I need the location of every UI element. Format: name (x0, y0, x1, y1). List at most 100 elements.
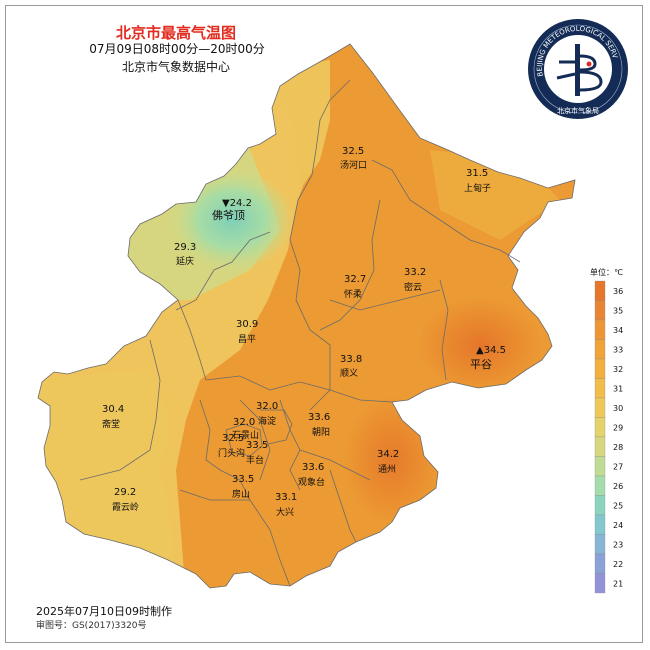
station-chaoyang: 33.6 朝阳 (308, 412, 330, 438)
legend-tick-label: 30 (613, 404, 623, 413)
time-range: 07月09日08时00分—20时00分 (89, 42, 265, 56)
legend-swatch (594, 300, 606, 321)
legend-tick-label: 32 (613, 365, 623, 374)
svg-text:延庆: 延庆 (176, 255, 194, 267)
svg-text:密云: 密云 (404, 281, 422, 293)
legend-unit: 单位：℃ (590, 267, 623, 277)
svg-text:▼24.2: ▼24.2 (222, 198, 252, 209)
legend-swatch (594, 280, 606, 301)
legend-tick-label: 25 (613, 501, 623, 510)
station-pinggu: ▲34.5 平谷 (470, 345, 506, 371)
legend-tick-label: 23 (613, 540, 623, 549)
legend-swatch (594, 378, 606, 399)
station-haidian: 32.0 海淀 (256, 401, 278, 427)
svg-text:大兴: 大兴 (276, 506, 294, 518)
made-time: 2025年07月10日09时制作 (36, 605, 172, 618)
legend-tick-label: 35 (613, 306, 623, 315)
station-huairou: 32.7 怀柔 (344, 274, 366, 300)
legend-tick-label: 24 (613, 521, 623, 530)
legend-tick-label: 21 (613, 579, 623, 588)
svg-text:32.0: 32.0 (233, 417, 255, 428)
station-foyeding: ▼24.2 佛爷顶 (212, 198, 252, 222)
station-changping: 30.9 昌平 (236, 319, 258, 345)
stations: 32.5 汤河口 31.5 上甸子 ▼24.2 佛爷顶 29.3 延庆 32.7… (102, 146, 506, 518)
temperature-legend: 单位：℃ 36 35 34 33 32 31 30 29 28 27 26 25 24 23 22 21 (590, 267, 623, 594)
legend-tick-label: 26 (613, 482, 623, 491)
svg-text:30.4: 30.4 (102, 404, 124, 415)
station-shangdianzi: 31.5 上甸子 (464, 168, 491, 194)
svg-text:朝阳: 朝阳 (312, 427, 330, 438)
legend-tick-label: 34 (613, 326, 623, 335)
svg-text:斋堂: 斋堂 (102, 418, 120, 430)
legend-tick-label: 22 (613, 560, 623, 569)
legend-swatch (594, 495, 606, 516)
svg-text:33.6: 33.6 (302, 462, 324, 473)
svg-text:33.2: 33.2 (404, 267, 426, 278)
svg-text:32.0: 32.0 (256, 401, 278, 412)
svg-text:34.2: 34.2 (377, 449, 399, 460)
station-shunyi: 33.8 顺义 (340, 354, 362, 379)
svg-text:33.5: 33.5 (246, 440, 268, 451)
legend-tick-label: 31 (613, 384, 623, 393)
station-mentougou: 32.5 门头沟 (218, 433, 245, 459)
legend-swatch (594, 514, 606, 535)
svg-text:33.6: 33.6 (308, 412, 330, 423)
svg-text:门头沟: 门头沟 (218, 447, 245, 459)
station-zhaitang: 30.4 斋堂 (102, 404, 124, 430)
legend-swatch (594, 475, 606, 496)
legend-swatch (594, 397, 606, 418)
station-fangshan: 33.5 房山 (232, 474, 254, 500)
svg-text:怀柔: 怀柔 (344, 288, 362, 300)
svg-text:上甸子: 上甸子 (464, 182, 491, 194)
legend-swatch (594, 417, 606, 438)
station-yanqing: 29.3 延庆 (174, 242, 196, 267)
legend-swatch (594, 553, 606, 574)
station-guanxiangtai: 33.6 观象台 (298, 462, 325, 488)
approval-number: 审图号：GS(2017)3320号 (36, 621, 147, 631)
map-title: 北京市最高气温图 (115, 24, 236, 42)
svg-text:佛爷顶: 佛爷顶 (212, 208, 245, 222)
station-daxing: 33.1 大兴 (275, 492, 297, 518)
svg-text:房山: 房山 (232, 488, 250, 500)
svg-text:32.5: 32.5 (342, 146, 364, 157)
beijing-meteorological-service-logo-icon: BEIJING METEOROLOGICAL SERVICE 北京市气象局 (527, 18, 628, 119)
svg-text:32.5: 32.5 (222, 433, 244, 444)
svg-text:平谷: 平谷 (470, 358, 492, 371)
district-boundaries (37, 43, 576, 589)
svg-text:海淀: 海淀 (258, 415, 276, 427)
svg-text:▲34.5: ▲34.5 (476, 345, 506, 356)
svg-text:33.1: 33.1 (275, 492, 297, 503)
station-tongzhou: 34.2 通州 (377, 449, 399, 475)
logo-bottom-text: 北京市气象局 (557, 106, 599, 115)
legend-tick-label: 36 (613, 287, 623, 296)
svg-text:石景山: 石景山 (232, 430, 259, 441)
station-miyun: 33.2 密云 (404, 267, 426, 293)
legend-tick-label: 33 (613, 345, 623, 354)
legend-swatch (594, 534, 606, 555)
station-xiayunling: 29.2 霞云岭 (112, 487, 139, 513)
legend-swatch (594, 319, 606, 340)
legend-swatch (594, 436, 606, 457)
svg-text:汤河口: 汤河口 (340, 159, 367, 171)
legend-swatch (594, 573, 606, 594)
legend-tick-label: 27 (613, 462, 623, 471)
svg-text:30.9: 30.9 (236, 319, 258, 330)
svg-text:昌平: 昌平 (238, 334, 256, 345)
svg-text:霞云岭: 霞云岭 (112, 501, 139, 513)
station-tanghekou: 32.5 汤河口 (340, 146, 367, 171)
legend-swatch (594, 456, 606, 477)
legend-tick-labels: 36 35 34 33 32 31 30 29 28 27 26 25 24 23 22 21 (613, 287, 623, 589)
svg-text:33.8: 33.8 (340, 354, 362, 365)
svg-text:顺义: 顺义 (340, 368, 358, 379)
svg-text:31.5: 31.5 (466, 168, 488, 179)
svg-text:观象台: 观象台 (298, 476, 325, 488)
legend-color-bar (594, 280, 606, 594)
legend-swatch (594, 358, 606, 379)
svg-text:通州: 通州 (378, 464, 396, 475)
legend-tick-label: 28 (613, 443, 623, 452)
legend-swatch (594, 339, 606, 360)
station-shijingshan: 32.0 石景山 (232, 417, 259, 441)
svg-text:丰台: 丰台 (246, 454, 264, 466)
svg-text:29.3: 29.3 (174, 242, 196, 253)
